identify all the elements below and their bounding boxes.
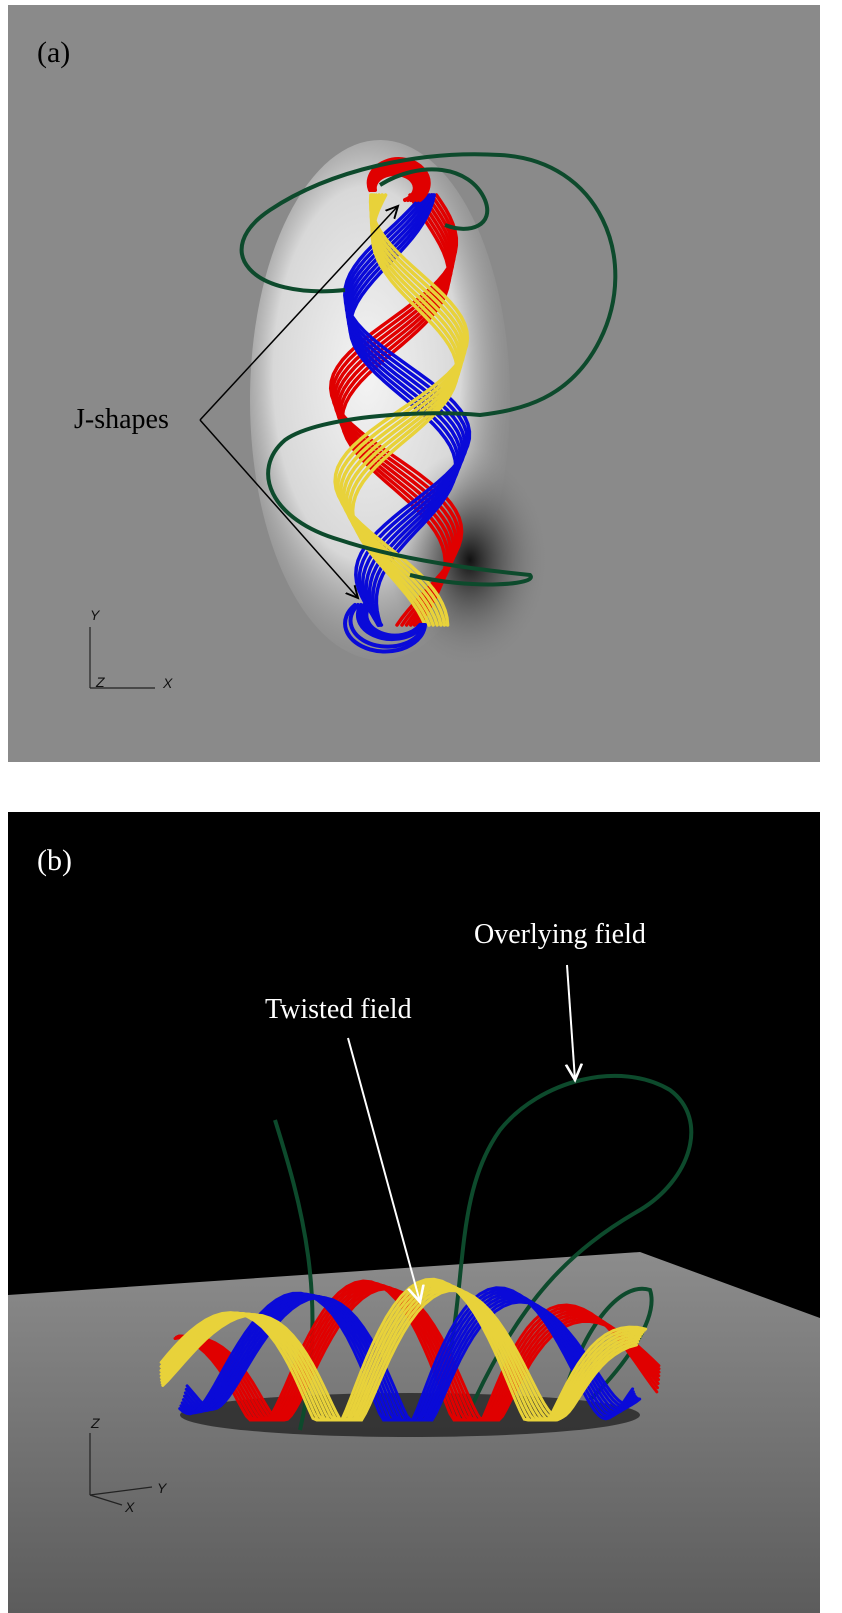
page: {"panels": [ {"label": "(a)", "annotatio… [0,0,842,1613]
panel-b: (b) Twisted field Overlying field Z Y X [8,812,820,1613]
axis-label: X [124,1499,135,1515]
panel-a: (a) J-shapes Y Z X [8,5,820,762]
axis-label: Z [95,674,105,690]
figure: (a) J-shapes Y Z X (b) Twisted field Ove… [0,0,842,1613]
axis-label: X [162,675,173,691]
annotation: J-shapes [74,404,169,435]
panel-label: (a) [37,36,70,69]
panel-label: (b) [37,844,72,877]
annotation: Overlying field [474,919,646,950]
axis-label: Z [90,1415,100,1431]
annotation: Twisted field [265,994,412,1025]
